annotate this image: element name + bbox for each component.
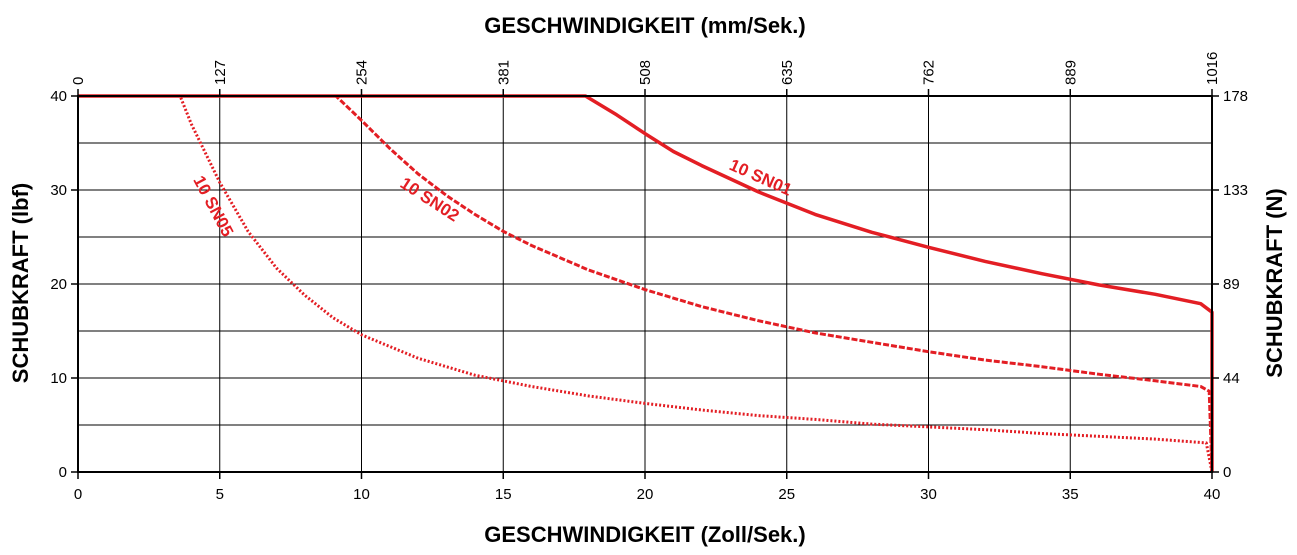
x2-tick-label: 762 [921,60,938,85]
y2-tick-label: 44 [1223,370,1240,387]
series-line-10-sn01 [78,94,1214,472]
x-tick-label: 25 [778,486,795,503]
y2-tick-label: 89 [1223,276,1240,293]
y2-tick-label: 178 [1223,88,1248,105]
y-tick-label: 10 [50,370,67,387]
x-tick-label: 30 [920,486,937,503]
y-axis-title: SCHUBKRAFT (lbf) [8,183,33,383]
x-tick-label: 35 [1062,486,1079,503]
x-tick-label: 10 [353,486,370,503]
y-tick-label: 30 [50,182,67,199]
x2-tick-label: 508 [637,60,654,85]
x2-tick-label: 1016 [1204,52,1221,85]
axis-ticks: 0 5 10 15 20 25 30 35 400 127 254 381 508 635 762 889 10… [50,52,1248,503]
y2-tick-label: 133 [1223,182,1248,199]
series-lines [78,94,1214,473]
y-tick-label: 20 [50,276,67,293]
x-tick-label: 20 [637,486,654,503]
y-tick-label: 0 [59,464,67,481]
series-line-10-sn05 [78,94,1214,473]
x2-tick-label: 381 [495,60,512,85]
x2-tick-label: 0 [70,77,87,85]
x2-tick-label: 635 [779,60,796,85]
x2-axis-title: GESCHWINDIGKEIT (mm/Sek.) [484,13,805,38]
series-label-10-sn05: 10 SN05 [189,173,237,240]
grid [78,96,1212,472]
y2-tick-label: 0 [1223,464,1231,481]
y-tick-label: 40 [50,88,67,105]
series-line-10-sn02 [78,94,1214,473]
x-axis-title: GESCHWINDIGKEIT (Zoll/Sek.) [484,522,805,547]
x-tick-label: 0 [74,486,82,503]
y2-axis-title: SCHUBKRAFT (N) [1262,188,1287,377]
x-tick-label: 15 [495,486,512,503]
x2-tick-label: 127 [212,60,229,85]
x2-tick-label: 889 [1062,60,1079,85]
x2-tick-label: 254 [354,60,371,85]
x-tick-label: 40 [1204,486,1221,503]
x-tick-label: 5 [216,486,224,503]
